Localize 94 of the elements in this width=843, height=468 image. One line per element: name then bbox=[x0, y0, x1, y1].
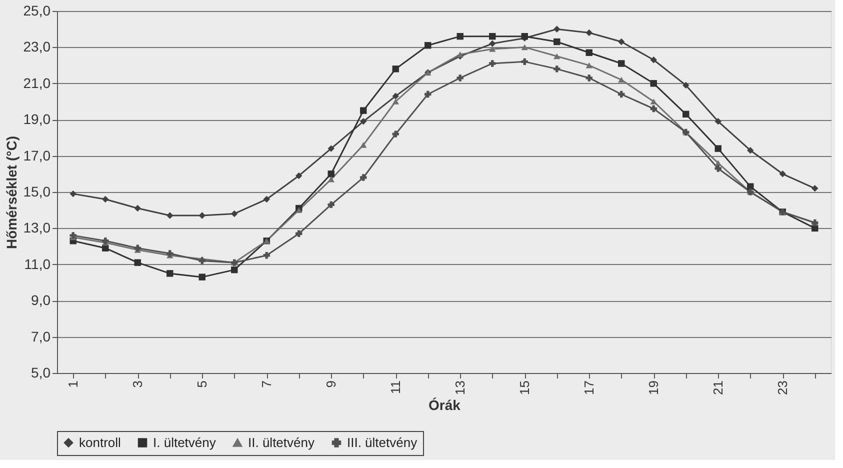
point bbox=[296, 230, 302, 237]
point bbox=[521, 58, 528, 66]
point bbox=[714, 118, 722, 125]
point bbox=[521, 44, 528, 50]
point bbox=[586, 49, 592, 56]
point bbox=[714, 165, 722, 172]
x-tick-label: 15 bbox=[517, 380, 532, 395]
x-tick-label: 13 bbox=[452, 380, 468, 395]
point bbox=[134, 204, 141, 212]
legend-label: II. ültetvény bbox=[248, 434, 315, 450]
point bbox=[102, 196, 109, 203]
point bbox=[360, 107, 367, 114]
point bbox=[360, 118, 367, 125]
x-tick-label: 3 bbox=[130, 380, 146, 388]
x-tick-label: 23 bbox=[775, 380, 790, 395]
point bbox=[231, 210, 238, 218]
y-tick-label: 7,0 bbox=[31, 328, 51, 344]
point bbox=[586, 62, 592, 68]
point bbox=[586, 74, 592, 82]
point bbox=[198, 212, 206, 219]
y-axis-title: Hőmérséklet (°C) bbox=[3, 136, 20, 249]
y-tick-label: 11,0 bbox=[24, 256, 51, 272]
point bbox=[489, 40, 496, 47]
point bbox=[554, 53, 560, 60]
point bbox=[489, 32, 496, 40]
point bbox=[779, 170, 786, 178]
y-tick-label: 13,0 bbox=[23, 220, 51, 236]
point bbox=[263, 196, 270, 203]
y-tick-label: 15,0 bbox=[23, 184, 51, 200]
legend-label: I. ültetvény bbox=[153, 434, 216, 450]
point bbox=[328, 201, 334, 208]
y-tick-label: 23,0 bbox=[23, 38, 51, 55]
point bbox=[166, 270, 174, 277]
x-tick-label: 19 bbox=[646, 380, 662, 395]
y-tick-label: 17,0 bbox=[23, 147, 51, 164]
point bbox=[392, 92, 399, 100]
x-tick-label: 1 bbox=[66, 380, 81, 388]
point bbox=[618, 60, 625, 67]
x-tick-label: 5 bbox=[194, 380, 210, 388]
point bbox=[392, 98, 399, 104]
point bbox=[554, 26, 560, 32]
point bbox=[360, 142, 367, 148]
point bbox=[747, 147, 754, 154]
point bbox=[263, 252, 270, 259]
point bbox=[554, 66, 560, 72]
point bbox=[360, 174, 367, 181]
point bbox=[70, 190, 76, 198]
point bbox=[424, 90, 432, 98]
point bbox=[296, 172, 302, 180]
point bbox=[618, 76, 625, 83]
point bbox=[392, 130, 399, 138]
point bbox=[328, 176, 334, 182]
x-tick-label: 21 bbox=[710, 380, 726, 395]
point bbox=[650, 98, 657, 104]
point bbox=[489, 46, 496, 52]
point bbox=[134, 244, 141, 252]
point bbox=[650, 105, 657, 112]
point bbox=[714, 145, 722, 152]
point bbox=[489, 60, 496, 67]
point bbox=[456, 32, 464, 40]
point bbox=[586, 29, 592, 36]
y-tick-label: 19,0 bbox=[23, 111, 51, 128]
point bbox=[198, 257, 206, 264]
point bbox=[456, 52, 464, 58]
legend-label: kontroll bbox=[79, 434, 122, 450]
y-tick-label: 5,0 bbox=[31, 364, 51, 380]
point bbox=[296, 207, 302, 214]
point bbox=[682, 82, 690, 89]
point bbox=[650, 80, 657, 87]
point bbox=[424, 42, 432, 49]
point bbox=[747, 183, 754, 190]
point bbox=[650, 56, 657, 64]
point bbox=[812, 185, 818, 192]
point bbox=[456, 74, 464, 82]
x-axis-title: Órák bbox=[428, 396, 461, 413]
point bbox=[198, 274, 206, 280]
point bbox=[682, 110, 690, 118]
point bbox=[554, 38, 560, 46]
point bbox=[392, 66, 399, 72]
point bbox=[166, 212, 174, 219]
x-tick-label: 11 bbox=[388, 380, 404, 394]
point bbox=[328, 170, 334, 178]
point bbox=[328, 145, 334, 152]
x-tick-label: 17 bbox=[582, 380, 597, 395]
x-tick-label: 9 bbox=[324, 380, 339, 388]
y-tick-label: 25,0 bbox=[23, 2, 51, 18]
point bbox=[618, 90, 625, 98]
y-tick-label: 9,0 bbox=[31, 292, 51, 308]
legend-label: III. ültetvény bbox=[347, 434, 418, 450]
point bbox=[231, 266, 238, 274]
point bbox=[134, 259, 141, 266]
point bbox=[618, 38, 625, 46]
x-tick-label: 7 bbox=[259, 380, 274, 388]
y-tick-label: 21,0 bbox=[23, 74, 51, 91]
